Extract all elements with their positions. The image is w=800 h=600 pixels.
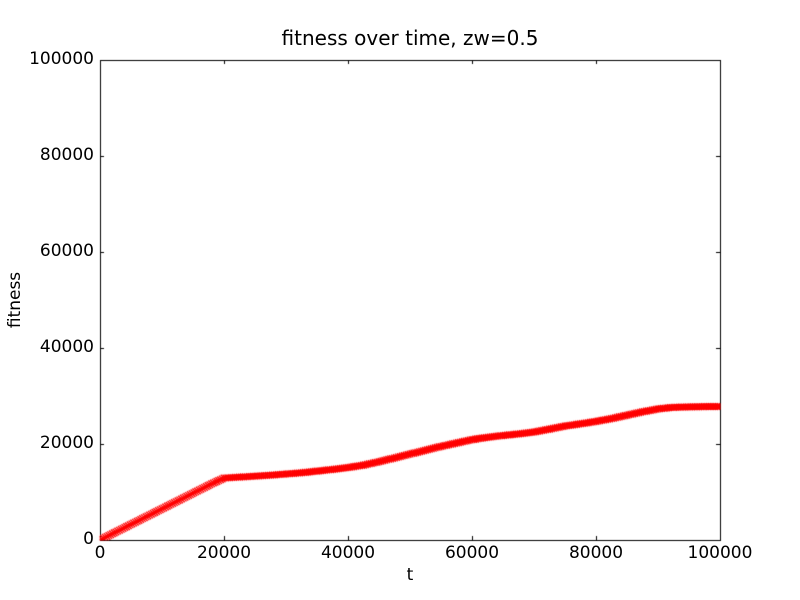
y-tick-label-4: 80000	[39, 145, 94, 165]
y-tick-label-5: 100000	[29, 49, 94, 69]
x-tick-label-4: 80000	[568, 543, 624, 563]
x-axis-label: t	[406, 565, 414, 585]
x-tick-label-3: 60000	[444, 543, 500, 563]
x-tick-label-0: 0	[94, 543, 106, 563]
y-tick-label-2: 40000	[39, 337, 94, 357]
y-tick-label-1: 20000	[39, 433, 94, 453]
x-tick-label-1: 20000	[196, 543, 252, 563]
x-tick-label-2: 40000	[320, 543, 376, 563]
y-tick-label-3: 60000	[39, 241, 94, 261]
y-tick-label-0: 0	[83, 529, 94, 549]
x-tick-label-5: 100000	[687, 543, 753, 563]
y-axis-label: fitness	[5, 271, 25, 329]
chart-title: fitness over time, zw=0.5	[281, 26, 539, 50]
